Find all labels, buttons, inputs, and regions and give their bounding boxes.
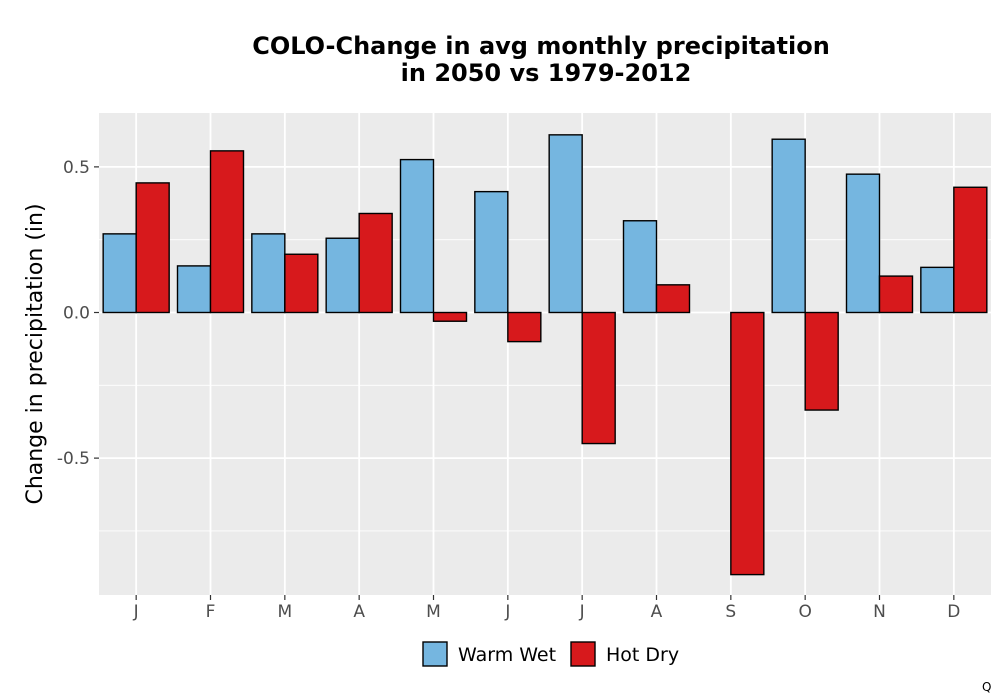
legend-label-warm-wet: Warm Wet <box>458 644 556 666</box>
legend: Warm Wet Hot Dry <box>422 641 679 667</box>
bar-hot-dry-8 <box>730 311 765 576</box>
y-axis: 0.5 0.0 -0.5 <box>57 158 99 469</box>
x-tick-label: A <box>353 602 365 622</box>
bar-warm-wet-2 <box>251 233 286 314</box>
x-tick-label: D <box>947 602 960 622</box>
minor-gridlines <box>99 239 991 532</box>
bar-hot-dry-7 <box>655 284 691 314</box>
legend-key-hot-dry <box>570 641 596 667</box>
x-tick-label: A <box>651 602 663 622</box>
bar-warm-wet-7 <box>622 220 658 314</box>
bar-hot-dry-0 <box>135 182 170 314</box>
bar-warm-wet-3 <box>325 237 360 314</box>
x-tick-label: J <box>579 602 585 622</box>
x-tick-label: S <box>725 602 736 622</box>
bar-warm-wet-4 <box>399 158 435 314</box>
corner-label: Q <box>982 680 991 694</box>
bar-hot-dry-10 <box>878 275 914 314</box>
bar-hot-dry-6 <box>581 311 616 445</box>
bar-warm-wet-10 <box>845 173 881 314</box>
legend-key-warm-wet <box>422 641 448 667</box>
bar-hot-dry-3 <box>358 212 393 314</box>
bar-warm-wet-1 <box>176 265 212 314</box>
bar-warm-wet-5 <box>474 190 509 314</box>
x-tick-label: J <box>504 602 510 622</box>
bars <box>102 134 988 576</box>
y-tick-label: 0.5 <box>63 158 90 178</box>
bar-hot-dry-2 <box>284 253 319 314</box>
plot-panel <box>99 113 991 595</box>
x-tick-label: O <box>798 602 811 622</box>
legend-label-hot-dry: Hot Dry <box>606 644 679 666</box>
bar-hot-dry-4 <box>432 311 468 322</box>
bar-hot-dry-5 <box>507 311 542 343</box>
bar-warm-wet-6 <box>548 134 583 314</box>
bar-warm-wet-0 <box>102 233 137 314</box>
bar-warm-wet-9 <box>771 138 806 314</box>
bar-hot-dry-1 <box>209 150 245 314</box>
x-tick-label: F <box>206 602 216 622</box>
bar-warm-wet-11 <box>920 266 955 314</box>
x-tick-label: M <box>426 602 441 622</box>
bar-hot-dry-11 <box>953 186 988 314</box>
bar-hot-dry-9 <box>804 311 839 411</box>
chart-title-line-1: COLO-Change in avg monthly precipitation <box>252 32 830 60</box>
y-tick-label: 0.0 <box>63 303 90 323</box>
chart-title-line-2: in 2050 vs 1979-2012 <box>401 59 692 87</box>
x-tick-label: M <box>277 602 292 622</box>
x-tick-label: N <box>873 602 886 622</box>
y-axis-label: Change in precipitation (in) <box>23 203 48 504</box>
y-tick-label: -0.5 <box>57 449 90 469</box>
x-tick-label: J <box>133 602 139 622</box>
